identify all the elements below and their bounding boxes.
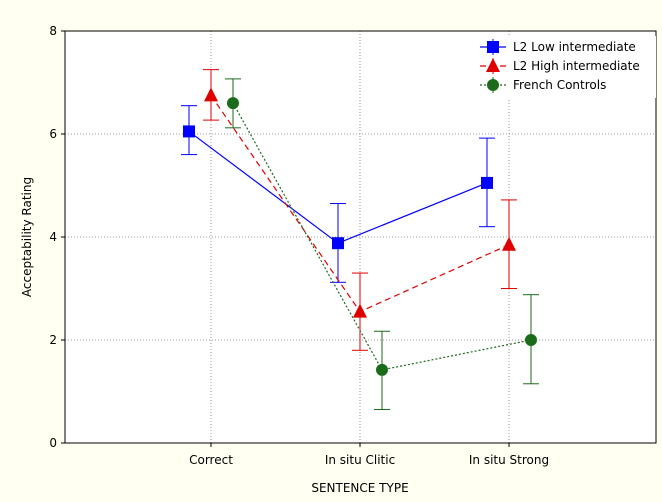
y-tick-label: 4	[49, 230, 57, 244]
data-point	[353, 303, 367, 318]
x-tick-label: In situ Clitic	[325, 453, 395, 467]
grid	[65, 31, 656, 443]
data-point	[227, 97, 239, 110]
data-point	[204, 87, 218, 102]
y-tick-label: 8	[49, 24, 57, 38]
legend-entry-0: L2 Low intermediate	[480, 39, 636, 55]
legend-marker	[486, 58, 500, 72]
x-tick-label: In situ Strong	[469, 453, 549, 467]
series-layer	[181, 69, 539, 411]
data-point	[376, 363, 388, 376]
y-tick-label: 0	[49, 436, 57, 450]
series-1	[203, 69, 517, 351]
x-axis: Correct In situ Clitic In situ Strong	[189, 443, 549, 467]
data-point	[502, 236, 516, 251]
legend-label: L2 Low intermediate	[513, 40, 636, 54]
data-point	[332, 237, 344, 250]
x-tick-label: Correct	[189, 453, 233, 467]
y-axis: 0 2 4 6 8	[49, 24, 65, 450]
y-axis-title: Acceptability Rating	[20, 177, 34, 297]
legend-marker	[487, 41, 499, 53]
x-axis-title: SENTENCE TYPE	[311, 481, 408, 495]
legend-entry-2: French Controls	[480, 77, 606, 93]
data-point	[525, 334, 537, 346]
y-tick-label: 6	[49, 127, 57, 141]
data-point	[183, 125, 195, 138]
series-2	[225, 78, 539, 411]
data-point	[481, 176, 493, 189]
legend-label: French Controls	[513, 78, 606, 92]
y-tick-label: 2	[49, 333, 57, 347]
legend-marker	[487, 79, 499, 91]
series-0	[181, 105, 495, 283]
legend-entry-1: L2 High intermediate	[480, 58, 640, 74]
legend: L2 Low intermediate L2 High intermediate F…	[474, 36, 656, 98]
legend-label: L2 High intermediate	[513, 59, 640, 73]
legend-box	[474, 36, 656, 98]
